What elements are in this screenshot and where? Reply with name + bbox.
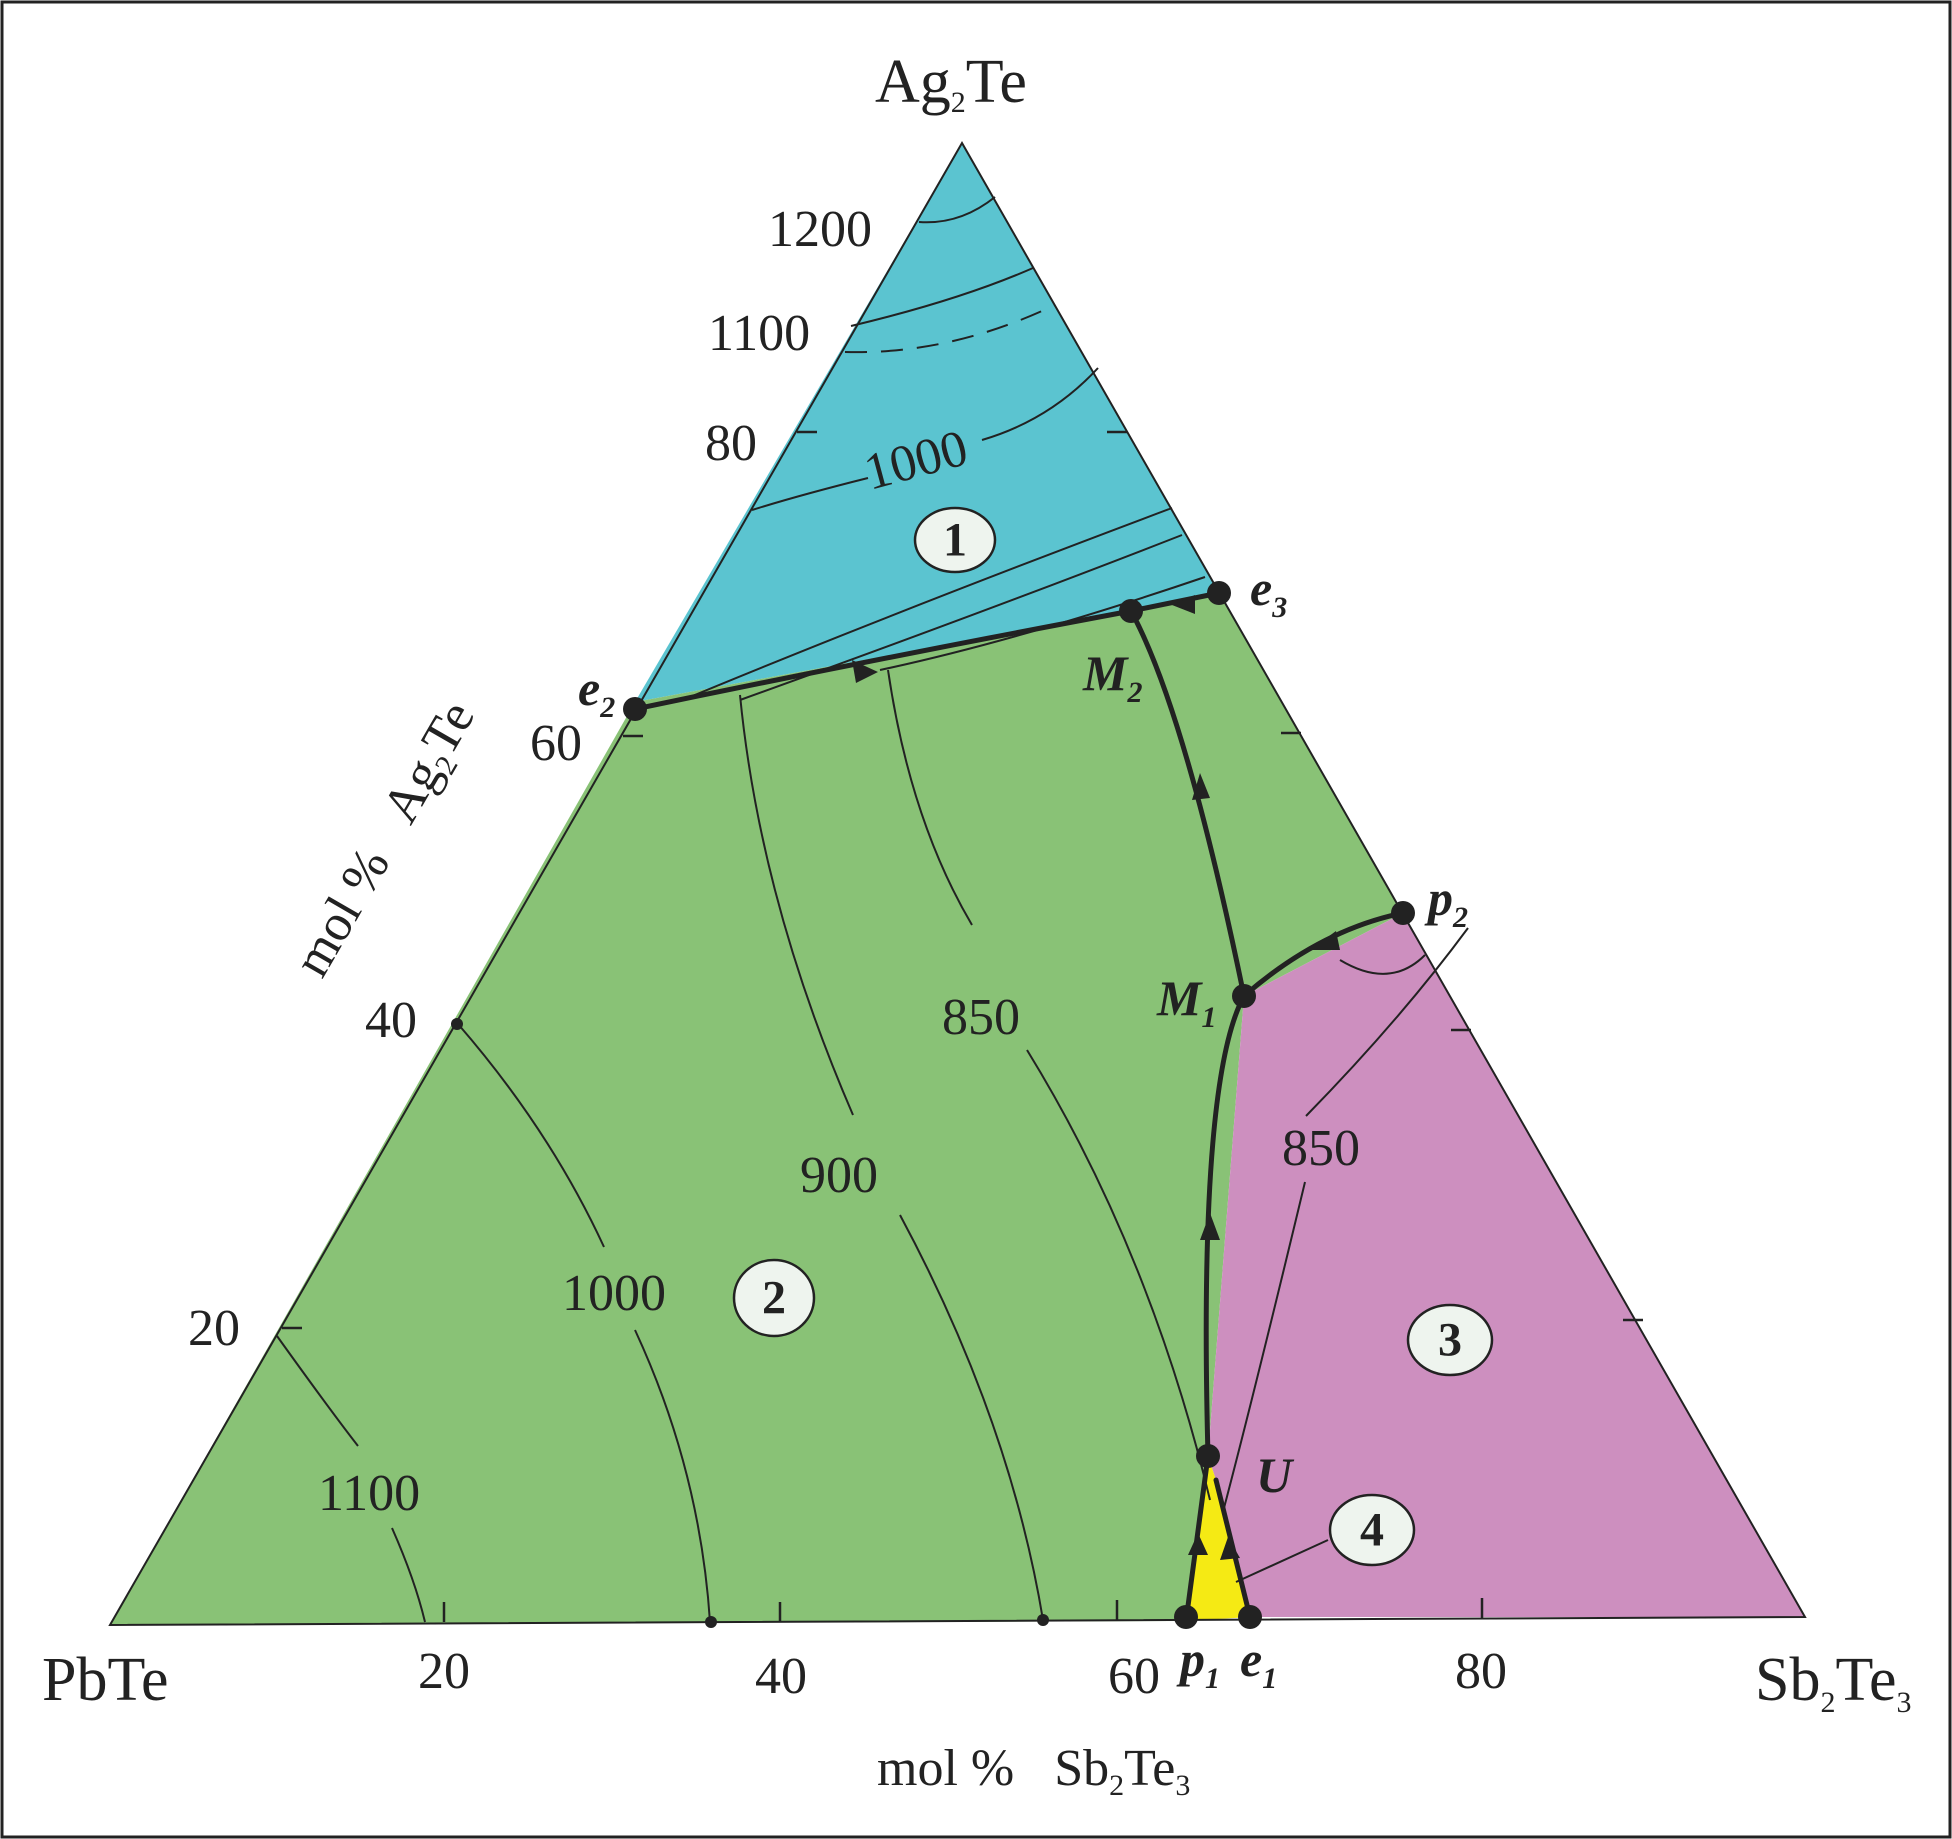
univariant-curves — [632, 590, 1406, 1624]
vertex-left-label: PbTe — [42, 1646, 169, 1714]
region-1-fill — [635, 143, 1219, 702]
point-label-e2: e2 — [578, 660, 615, 724]
point-label-p2: p2 — [1424, 870, 1468, 934]
isotherm-label-900: 900 — [800, 1147, 878, 1204]
region-1-badge: 1 — [913, 506, 997, 574]
region-1-label: 1 — [943, 514, 967, 567]
left-axis-title: mol %Ag2Te — [283, 692, 490, 989]
region-4-label: 4 — [1360, 1504, 1384, 1557]
bottom-tick-60: 60 — [1108, 1648, 1160, 1705]
region-3-label: 3 — [1438, 1314, 1462, 1367]
point-label-e3: e3 — [1250, 560, 1287, 624]
point-label-e1: e1 — [1240, 1631, 1277, 1695]
region-3-badge: 3 — [1406, 1303, 1494, 1377]
point-label-p1: p1 — [1176, 1631, 1220, 1695]
left-tick-20: 20 — [188, 1300, 240, 1357]
left-tick-40: 40 — [365, 992, 417, 1049]
isotherm-label-1200: 1200 — [768, 201, 872, 258]
bottom-tick-80: 80 — [1455, 1643, 1507, 1700]
region-2-fill — [110, 593, 1403, 1625]
triangle-outline — [108, 140, 1807, 1627]
bottom-tick-40: 40 — [755, 1648, 807, 1705]
region-3-fill — [1208, 913, 1805, 1617]
point-label-M1: M1 — [1156, 970, 1216, 1034]
isotherm-label-850-green: 850 — [942, 989, 1020, 1046]
vertex-right-label: Sb2Te3 — [1755, 1646, 1912, 1719]
region-4-fill — [1186, 1456, 1250, 1621]
bottom-tick-20: 20 — [418, 1643, 470, 1700]
isotherm-label-1000-green: 1000 — [562, 1265, 666, 1322]
isotherm-label-1100-top: 1100 — [708, 305, 810, 362]
direction-arrows — [852, 595, 1340, 1560]
left-tick-60: 60 — [530, 715, 582, 772]
left-tick-80: 80 — [705, 415, 757, 472]
tick-marks — [282, 430, 1643, 1622]
isotherm-label-1100-green: 1100 — [318, 1465, 420, 1522]
isotherm-label-850-pink: 850 — [1282, 1120, 1360, 1177]
point-label-M2: M2 — [1082, 645, 1142, 709]
region-2-label: 2 — [762, 1272, 786, 1325]
point-label-U: U — [1256, 1447, 1295, 1503]
bottom-axis-title: mol % Sb2Te3 — [877, 1740, 1190, 1802]
region-2-badge: 2 — [732, 1258, 816, 1338]
region-4-badge: 4 — [1328, 1493, 1416, 1567]
invariant-points — [451, 581, 1415, 1629]
vertex-top-label: Ag2Te — [875, 48, 1027, 119]
